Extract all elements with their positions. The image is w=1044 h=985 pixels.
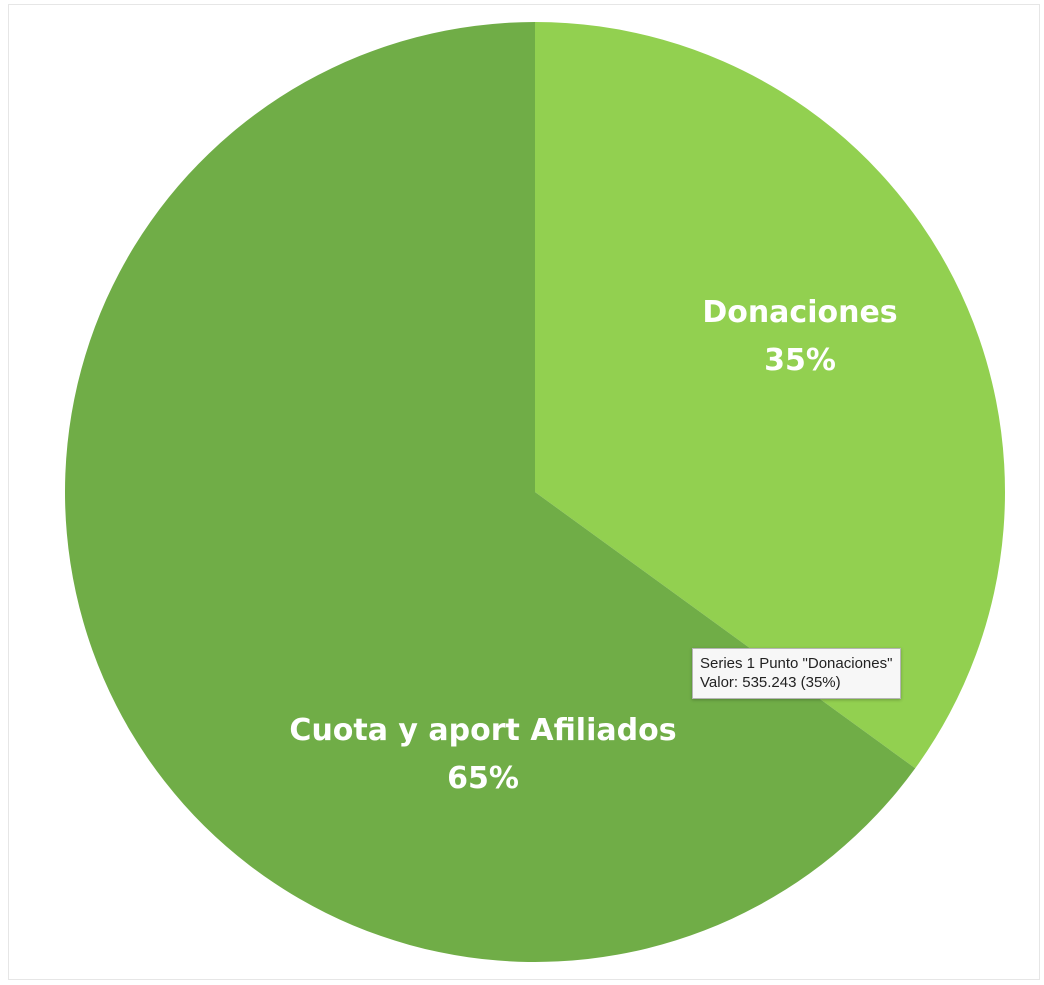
pie-slice-donaciones[interactable]	[535, 22, 1005, 769]
slice-label-cuota-y-aport-afiliados: Cuota y aport Afiliados	[289, 713, 676, 748]
slice-percent-donaciones: 35%	[764, 343, 836, 378]
slice-percent-cuota-y-aport-afiliados: 65%	[447, 761, 519, 796]
tooltip-series-point: Series 1 Punto "Donaciones"	[700, 655, 893, 672]
tooltip-value: Valor: 535.243 (35%)	[700, 674, 841, 691]
slice-label-donaciones: Donaciones	[702, 295, 897, 330]
pie-slice-cuota-y-aport-afiliados[interactable]	[64, 22, 916, 962]
data-point-tooltip: Series 1 Punto "Donaciones" Valor: 535.2…	[692, 648, 902, 699]
